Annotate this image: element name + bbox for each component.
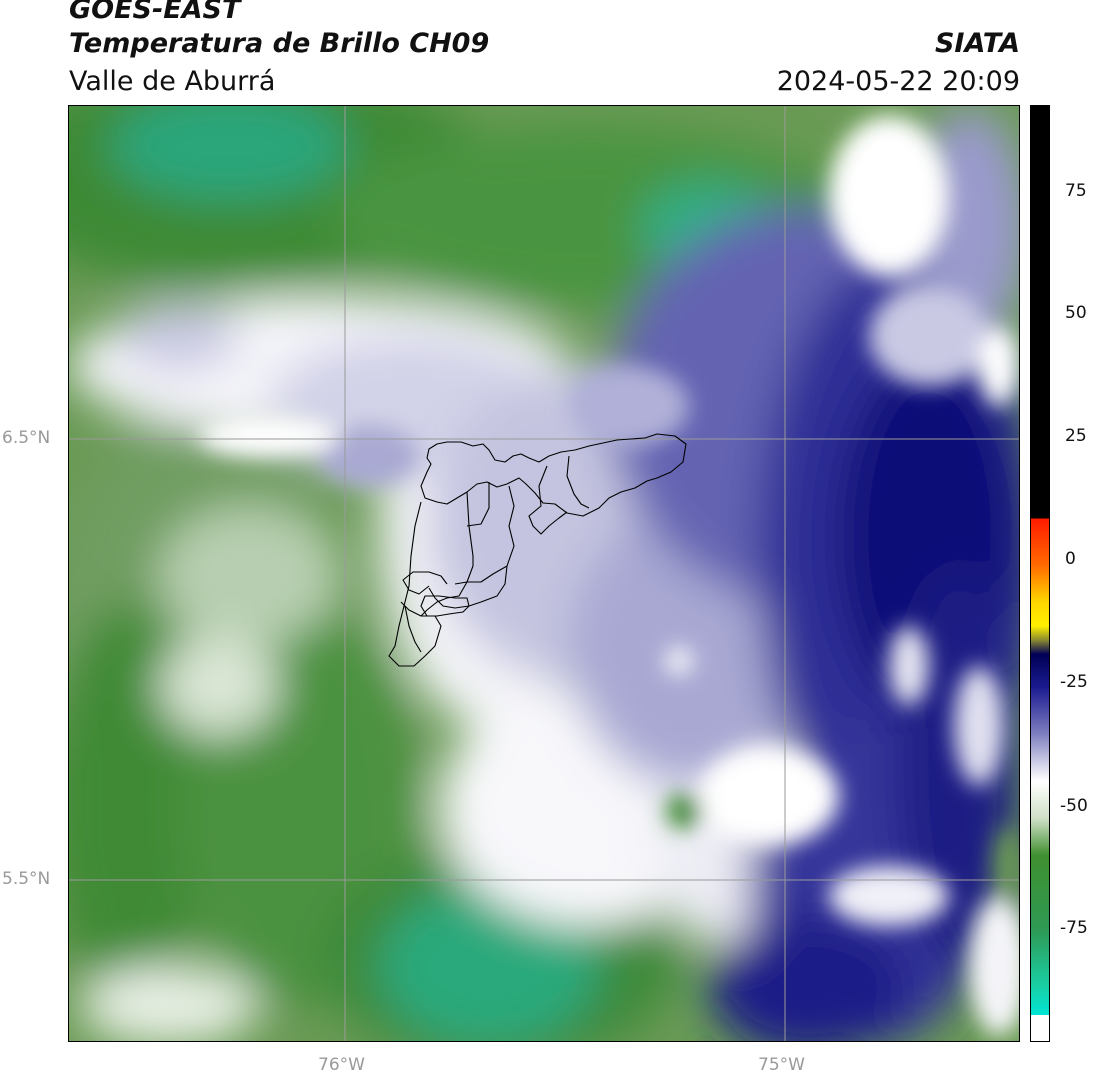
datetime-label: 2024-05-22 20:09	[776, 66, 1020, 97]
colorbar-tick-25: 25	[1065, 426, 1087, 446]
brightness-temperature-field	[69, 106, 1019, 1041]
lon-label-75w: 75°W	[758, 1055, 805, 1075]
colorbar-tick-50: 50	[1065, 303, 1087, 323]
colorbar-tick-0: 0	[1065, 549, 1076, 569]
gridlines	[69, 106, 1019, 1041]
colorbar-tick-minus75: -75	[1060, 918, 1088, 938]
satellite-title: GOES-EAST	[69, 0, 241, 25]
lat-label-6-5n: 6.5°N	[2, 428, 51, 448]
lon-label-76w: 76°W	[318, 1055, 365, 1075]
agency-title: SIATA	[934, 28, 1020, 59]
region-subtitle: Valle de Aburrá	[69, 66, 276, 97]
lat-label-5-5n: 5.5°N	[2, 869, 51, 889]
colorbar-tick-minus50: -50	[1060, 796, 1088, 816]
colorbar-gradient	[1031, 106, 1049, 1041]
colorbar-tick-minus25: -25	[1060, 672, 1088, 692]
satellite-map[interactable]	[68, 105, 1020, 1042]
product-title: Temperatura de Brillo CH09	[69, 28, 490, 59]
municipal-boundaries	[388, 433, 687, 667]
colorbar	[1030, 105, 1050, 1042]
colorbar-tick-75: 75	[1065, 181, 1087, 201]
